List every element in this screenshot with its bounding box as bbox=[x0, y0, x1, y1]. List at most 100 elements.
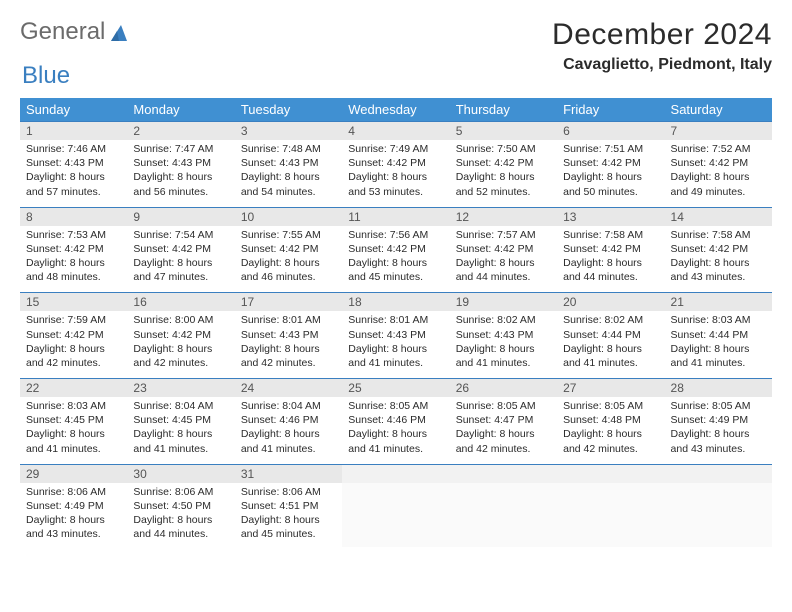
sunset-line: Sunset: 4:48 PM bbox=[563, 413, 658, 427]
day-body: Sunrise: 7:49 AMSunset: 4:42 PMDaylight:… bbox=[342, 140, 449, 207]
sunrise-line: Sunrise: 7:54 AM bbox=[133, 228, 228, 242]
day-body: Sunrise: 8:04 AMSunset: 4:45 PMDaylight:… bbox=[127, 397, 234, 464]
daylight-line: Daylight: 8 hours and 41 minutes. bbox=[133, 427, 228, 455]
calendar-cell: 30Sunrise: 8:06 AMSunset: 4:50 PMDayligh… bbox=[127, 464, 234, 550]
daylight-line: Daylight: 8 hours and 50 minutes. bbox=[563, 170, 658, 198]
sunset-line: Sunset: 4:43 PM bbox=[133, 156, 228, 170]
day-body: Sunrise: 8:05 AMSunset: 4:48 PMDaylight:… bbox=[557, 397, 664, 464]
daylight-line: Daylight: 8 hours and 43 minutes. bbox=[26, 513, 121, 541]
sunrise-line: Sunrise: 7:50 AM bbox=[456, 142, 551, 156]
sunset-line: Sunset: 4:44 PM bbox=[563, 328, 658, 342]
day-number: 15 bbox=[20, 292, 127, 311]
day-body: Sunrise: 7:54 AMSunset: 4:42 PMDaylight:… bbox=[127, 226, 234, 293]
day-number: 21 bbox=[665, 292, 772, 311]
day-number: 2 bbox=[127, 121, 234, 140]
day-number: 14 bbox=[665, 207, 772, 226]
calendar-cell: 22Sunrise: 8:03 AMSunset: 4:45 PMDayligh… bbox=[20, 378, 127, 464]
sunset-line: Sunset: 4:43 PM bbox=[456, 328, 551, 342]
calendar-cell: 27Sunrise: 8:05 AMSunset: 4:48 PMDayligh… bbox=[557, 378, 664, 464]
daylight-line: Daylight: 8 hours and 47 minutes. bbox=[133, 256, 228, 284]
calendar-week-row: 22Sunrise: 8:03 AMSunset: 4:45 PMDayligh… bbox=[20, 378, 772, 464]
sunrise-line: Sunrise: 8:05 AM bbox=[348, 399, 443, 413]
calendar-cell: 14Sunrise: 7:58 AMSunset: 4:42 PMDayligh… bbox=[665, 207, 772, 293]
day-body: Sunrise: 7:58 AMSunset: 4:42 PMDaylight:… bbox=[665, 226, 772, 293]
sunrise-line: Sunrise: 7:55 AM bbox=[241, 228, 336, 242]
sunset-line: Sunset: 4:42 PM bbox=[456, 242, 551, 256]
sunset-line: Sunset: 4:42 PM bbox=[563, 242, 658, 256]
sunrise-line: Sunrise: 7:47 AM bbox=[133, 142, 228, 156]
day-number: 18 bbox=[342, 292, 449, 311]
calendar-cell: 2 Sunrise: 7:47 AMSunset: 4:43 PMDaylight… bbox=[127, 121, 234, 207]
day-number: 27 bbox=[557, 378, 664, 397]
sunset-line: Sunset: 4:42 PM bbox=[348, 242, 443, 256]
sunset-line: Sunset: 4:42 PM bbox=[348, 156, 443, 170]
day-body: Sunrise: 8:02 AMSunset: 4:43 PMDaylight:… bbox=[450, 311, 557, 378]
calendar-cell: 31Sunrise: 8:06 AMSunset: 4:51 PMDayligh… bbox=[235, 464, 342, 550]
day-number: 28 bbox=[665, 378, 772, 397]
sunrise-line: Sunrise: 7:46 AM bbox=[26, 142, 121, 156]
daylight-line: Daylight: 8 hours and 52 minutes. bbox=[456, 170, 551, 198]
day-number: 1 bbox=[20, 121, 127, 140]
daylight-line: Daylight: 8 hours and 41 minutes. bbox=[241, 427, 336, 455]
weekday-header: Thursday bbox=[450, 98, 557, 121]
sunset-line: Sunset: 4:42 PM bbox=[133, 242, 228, 256]
sunset-line: Sunset: 4:42 PM bbox=[563, 156, 658, 170]
day-body: Sunrise: 8:00 AMSunset: 4:42 PMDaylight:… bbox=[127, 311, 234, 378]
calendar-week-row: 15Sunrise: 7:59 AMSunset: 4:42 PMDayligh… bbox=[20, 292, 772, 378]
day-number: 10 bbox=[235, 207, 342, 226]
sunrise-line: Sunrise: 7:58 AM bbox=[671, 228, 766, 242]
sunset-line: Sunset: 4:47 PM bbox=[456, 413, 551, 427]
daylight-line: Daylight: 8 hours and 44 minutes. bbox=[563, 256, 658, 284]
calendar-week-row: 29Sunrise: 8:06 AMSunset: 4:49 PMDayligh… bbox=[20, 464, 772, 550]
daylight-line: Daylight: 8 hours and 41 minutes. bbox=[671, 342, 766, 370]
day-number: 29 bbox=[20, 464, 127, 483]
daylight-line: Daylight: 8 hours and 48 minutes. bbox=[26, 256, 121, 284]
calendar-cell: 21Sunrise: 8:03 AMSunset: 4:44 PMDayligh… bbox=[665, 292, 772, 378]
day-number-empty bbox=[450, 464, 557, 483]
sunset-line: Sunset: 4:42 PM bbox=[133, 328, 228, 342]
day-body: Sunrise: 7:48 AMSunset: 4:43 PMDaylight:… bbox=[235, 140, 342, 207]
day-number: 3 bbox=[235, 121, 342, 140]
day-body: Sunrise: 8:01 AMSunset: 4:43 PMDaylight:… bbox=[235, 311, 342, 378]
day-number: 6 bbox=[557, 121, 664, 140]
calendar-cell bbox=[665, 464, 772, 550]
logo-word1: General bbox=[20, 18, 105, 46]
sunset-line: Sunset: 4:46 PM bbox=[241, 413, 336, 427]
weekday-header: Tuesday bbox=[235, 98, 342, 121]
day-number: 23 bbox=[127, 378, 234, 397]
daylight-line: Daylight: 8 hours and 43 minutes. bbox=[671, 427, 766, 455]
calendar-week-row: 1Sunrise: 7:46 AMSunset: 4:43 PMDaylight… bbox=[20, 121, 772, 207]
sunset-line: Sunset: 4:49 PM bbox=[671, 413, 766, 427]
sunrise-line: Sunrise: 8:06 AM bbox=[133, 485, 228, 499]
daylight-line: Daylight: 8 hours and 45 minutes. bbox=[348, 256, 443, 284]
calendar-cell: 7Sunrise: 7:52 AMSunset: 4:42 PMDaylight… bbox=[665, 121, 772, 207]
page-title: December 2024 bbox=[552, 18, 772, 52]
sunrise-line: Sunrise: 7:57 AM bbox=[456, 228, 551, 242]
sunrise-line: Sunrise: 8:05 AM bbox=[563, 399, 658, 413]
calendar-cell: 20Sunrise: 8:02 AMSunset: 4:44 PMDayligh… bbox=[557, 292, 664, 378]
day-body: Sunrise: 8:06 AMSunset: 4:49 PMDaylight:… bbox=[20, 483, 127, 550]
sunrise-line: Sunrise: 8:03 AM bbox=[26, 399, 121, 413]
day-body-empty bbox=[665, 483, 772, 547]
weekday-header: Monday bbox=[127, 98, 234, 121]
calendar-cell: 6Sunrise: 7:51 AMSunset: 4:42 PMDaylight… bbox=[557, 121, 664, 207]
calendar-cell: 29Sunrise: 8:06 AMSunset: 4:49 PMDayligh… bbox=[20, 464, 127, 550]
sunrise-line: Sunrise: 8:04 AM bbox=[133, 399, 228, 413]
day-body: Sunrise: 8:02 AMSunset: 4:44 PMDaylight:… bbox=[557, 311, 664, 378]
calendar-cell bbox=[342, 464, 449, 550]
calendar-cell: 5Sunrise: 7:50 AMSunset: 4:42 PMDaylight… bbox=[450, 121, 557, 207]
title-block: December 2024 Cavaglietto, Piedmont, Ita… bbox=[552, 18, 772, 74]
sunrise-line: Sunrise: 7:53 AM bbox=[26, 228, 121, 242]
daylight-line: Daylight: 8 hours and 41 minutes. bbox=[456, 342, 551, 370]
daylight-line: Daylight: 8 hours and 54 minutes. bbox=[241, 170, 336, 198]
calendar-cell: 26Sunrise: 8:05 AMSunset: 4:47 PMDayligh… bbox=[450, 378, 557, 464]
daylight-line: Daylight: 8 hours and 42 minutes. bbox=[241, 342, 336, 370]
sunrise-line: Sunrise: 8:00 AM bbox=[133, 313, 228, 327]
day-body: Sunrise: 8:05 AMSunset: 4:46 PMDaylight:… bbox=[342, 397, 449, 464]
sunrise-line: Sunrise: 8:02 AM bbox=[456, 313, 551, 327]
day-number: 11 bbox=[342, 207, 449, 226]
day-body: Sunrise: 8:05 AMSunset: 4:49 PMDaylight:… bbox=[665, 397, 772, 464]
daylight-line: Daylight: 8 hours and 56 minutes. bbox=[133, 170, 228, 198]
calendar-cell: 13Sunrise: 7:58 AMSunset: 4:42 PMDayligh… bbox=[557, 207, 664, 293]
day-body: Sunrise: 8:03 AMSunset: 4:45 PMDaylight:… bbox=[20, 397, 127, 464]
